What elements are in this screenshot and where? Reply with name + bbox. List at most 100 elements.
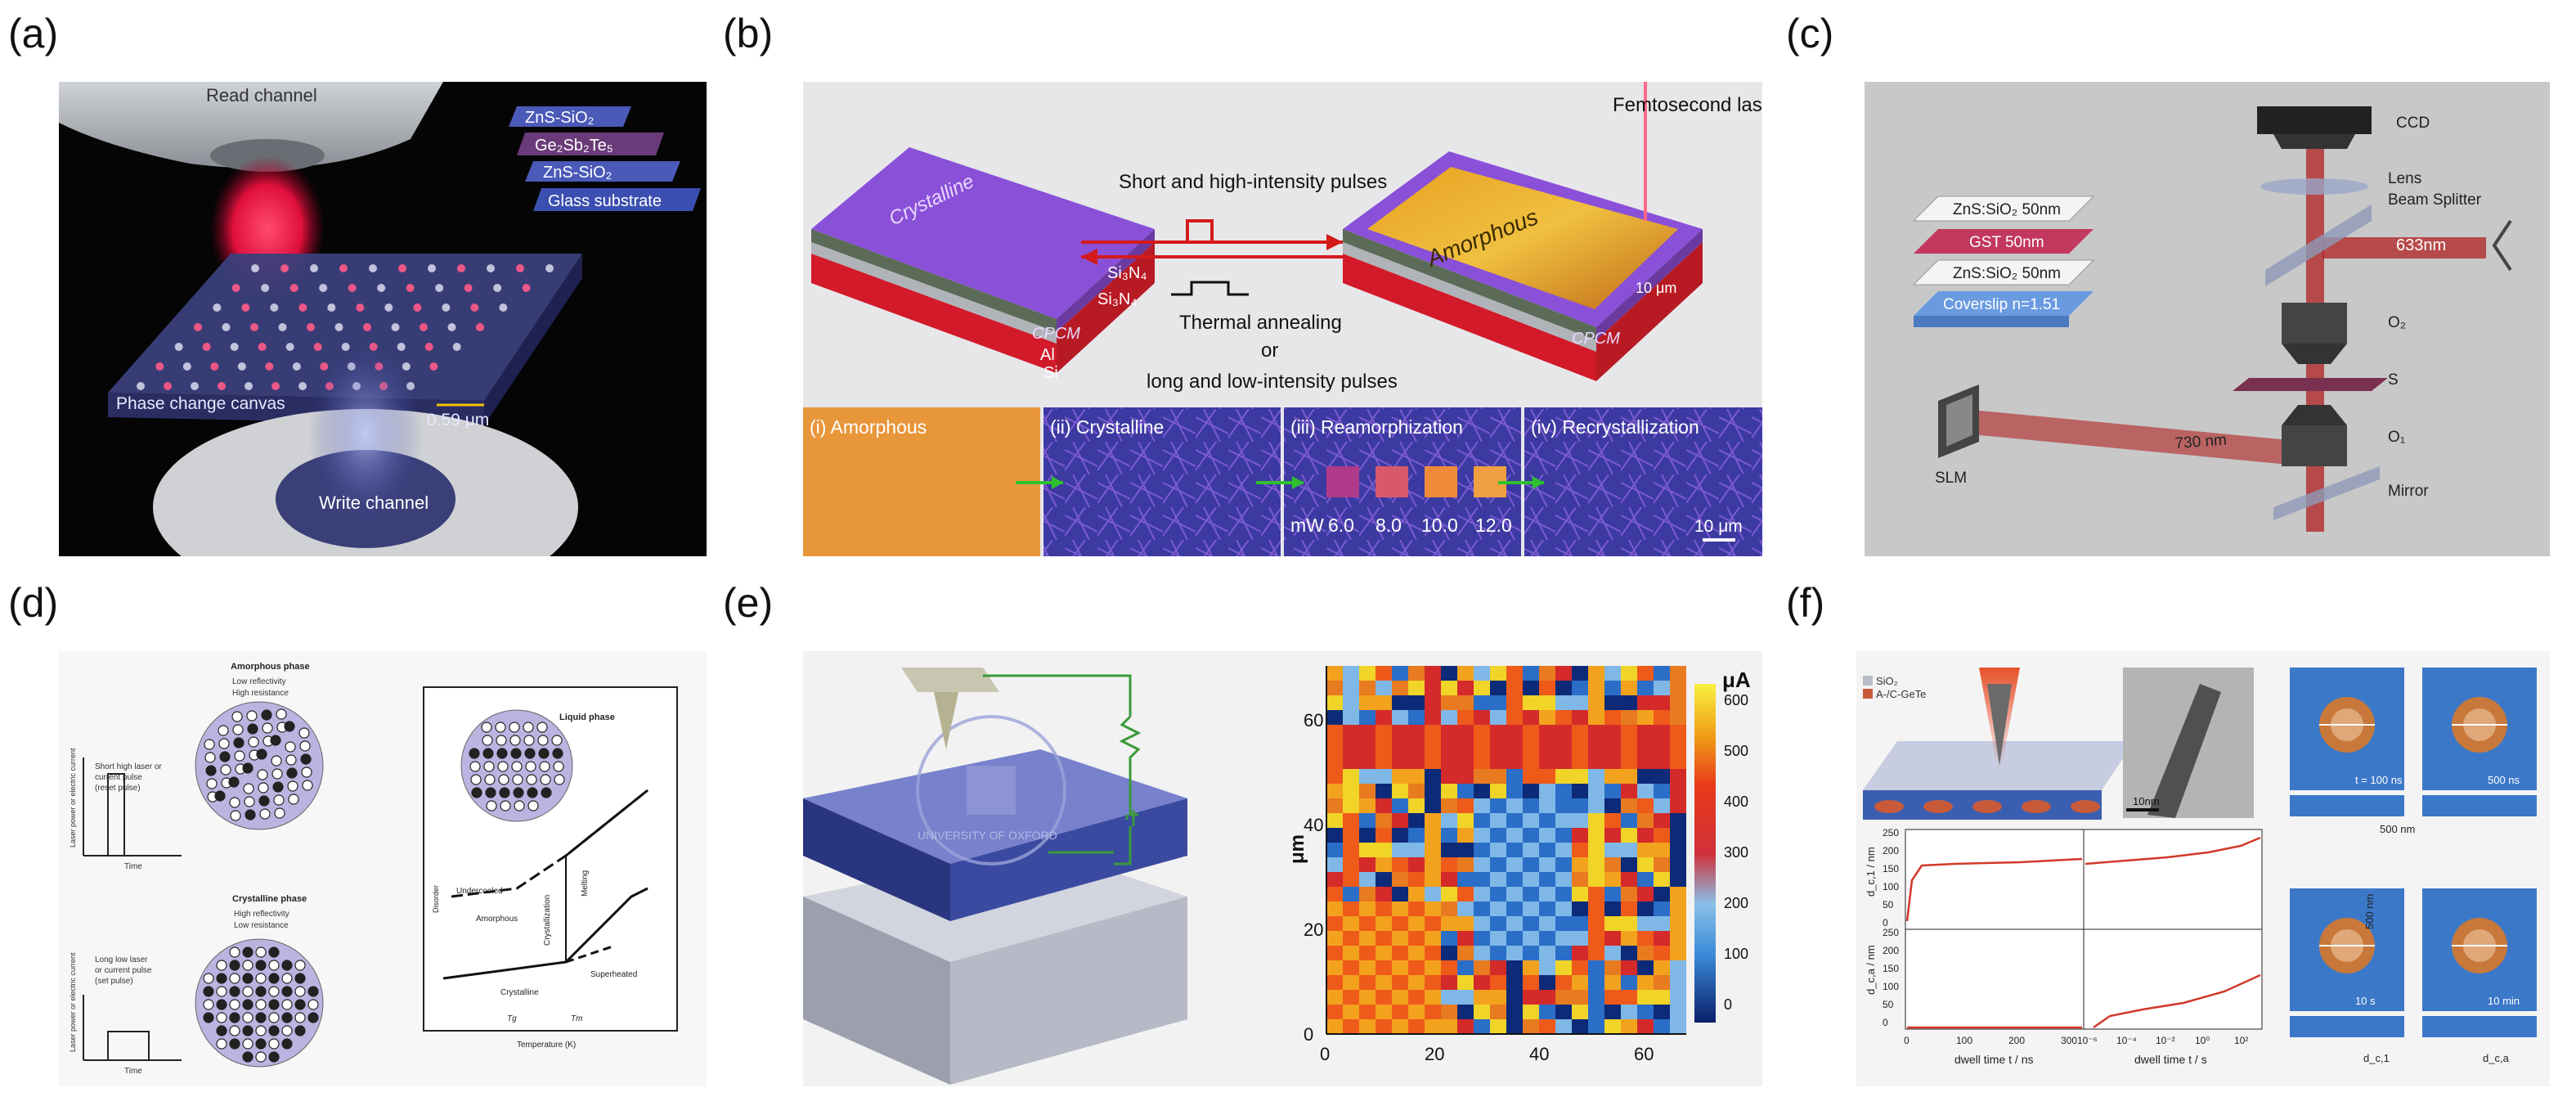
- map-cell: [1670, 813, 1686, 828]
- map-cell: [1621, 901, 1637, 916]
- colorbar-tick-label: 600: [1724, 692, 1748, 708]
- crystalline-prop-1: High reflectivity: [234, 910, 289, 919]
- map-cell: [1490, 725, 1506, 740]
- map-cell: [1326, 843, 1343, 857]
- map-cell: [1572, 946, 1588, 960]
- map-cell: [1474, 931, 1490, 946]
- strip-label-3: (iii) Reamorphization: [1290, 416, 1463, 438]
- atom: [469, 761, 481, 772]
- canvas-dot: [251, 264, 259, 272]
- map-cell: [1654, 843, 1670, 857]
- canvas-dot: [298, 382, 307, 390]
- gete-spot: [1874, 800, 1904, 813]
- atom: [268, 1012, 280, 1023]
- map-cell: [1441, 916, 1457, 931]
- canvas-label: Phase change canvas: [116, 394, 285, 413]
- map-cell: [1343, 1005, 1359, 1019]
- map-cell: [1326, 975, 1343, 990]
- map-cell: [1425, 681, 1441, 695]
- map-cell: [1392, 931, 1408, 946]
- map-cell: [1523, 681, 1539, 695]
- map-cell: [1604, 725, 1621, 740]
- sim-side-view: [2422, 1016, 2537, 1037]
- atom: [482, 748, 494, 759]
- strip-label-1: (i) Amorphous: [810, 416, 927, 438]
- thermal-annealing-label: Thermal annealing: [1179, 312, 1342, 334]
- map-cell: [1457, 975, 1474, 990]
- atom: [268, 946, 280, 958]
- crystalline-curve: [442, 887, 648, 980]
- layer-label-1: ZnS-SiO₂: [525, 109, 594, 127]
- map-cell: [1326, 1005, 1343, 1019]
- map-cell: [1670, 754, 1686, 769]
- map-cell: [1555, 828, 1572, 843]
- map-cell: [1408, 828, 1425, 843]
- or-label: or: [1261, 339, 1278, 362]
- map-cell: [1539, 843, 1555, 857]
- canvas-dot: [191, 382, 199, 390]
- map-cell: [1670, 740, 1686, 754]
- dim-v-label: 500 nm: [2363, 894, 2376, 929]
- map-cell: [1588, 710, 1604, 725]
- map-cell: [1555, 946, 1572, 960]
- map-cell: [1604, 666, 1621, 681]
- map-cell: [1670, 931, 1686, 946]
- canvas-dot: [499, 303, 508, 312]
- map-cell: [1425, 740, 1441, 754]
- map-cell: [1441, 828, 1457, 843]
- canvas-dot: [310, 264, 318, 272]
- atom: [281, 973, 293, 984]
- map-cell: [1474, 828, 1490, 843]
- map-cell: [1326, 946, 1343, 960]
- map-cell: [1474, 798, 1490, 813]
- map-cell: [1523, 843, 1539, 857]
- canvas-dot: [270, 303, 279, 312]
- map-cell: [1441, 872, 1457, 887]
- slm-label: SLM: [1935, 470, 1967, 487]
- layer-label-4: Glass substrate: [548, 192, 662, 210]
- objective-o2: [2282, 303, 2347, 344]
- map-cell: [1506, 1019, 1523, 1034]
- map-cell: [1490, 666, 1506, 681]
- atom: [245, 809, 256, 821]
- map-cell: [1523, 901, 1539, 916]
- map-cell: [1654, 1005, 1670, 1019]
- map-cell: [1441, 857, 1457, 872]
- atom: [242, 999, 254, 1010]
- map-cell: [1425, 828, 1441, 843]
- gete-spot: [2071, 800, 2100, 813]
- map-cell: [1474, 710, 1490, 725]
- canvas-dot: [222, 323, 231, 331]
- map-cell: [1654, 798, 1670, 813]
- write-beam: [308, 344, 423, 524]
- atom: [216, 1025, 227, 1036]
- map-cell: [1654, 681, 1670, 695]
- atom: [270, 735, 281, 746]
- map-cell: [1408, 887, 1425, 901]
- atom: [294, 999, 306, 1010]
- atom: [216, 960, 227, 971]
- map-cell: [1457, 710, 1474, 725]
- atom: [216, 1038, 227, 1050]
- map-cell: [1604, 887, 1621, 901]
- atom: [246, 710, 258, 722]
- map-cell: [1604, 813, 1621, 828]
- map-cell: [1359, 901, 1376, 916]
- map-cell: [1572, 931, 1588, 946]
- map-cell: [1457, 725, 1474, 740]
- y-axis-label-e: μm: [1286, 834, 1308, 864]
- map-cell: [1555, 843, 1572, 857]
- map-cell: [1457, 960, 1474, 975]
- atom: [525, 761, 536, 772]
- plot-bottom-right: [2083, 928, 2263, 1030]
- map-cell: [1326, 740, 1343, 754]
- map-cell: [1425, 960, 1441, 975]
- map-cell: [1343, 931, 1359, 946]
- canvas-dot: [237, 362, 246, 371]
- canvas-dot: [213, 303, 222, 312]
- canvas-dot: [334, 323, 343, 331]
- map-cell: [1474, 946, 1490, 960]
- beam-splitter: [2265, 205, 2372, 286]
- map-cell: [1457, 857, 1474, 872]
- map-cell: [1506, 754, 1523, 769]
